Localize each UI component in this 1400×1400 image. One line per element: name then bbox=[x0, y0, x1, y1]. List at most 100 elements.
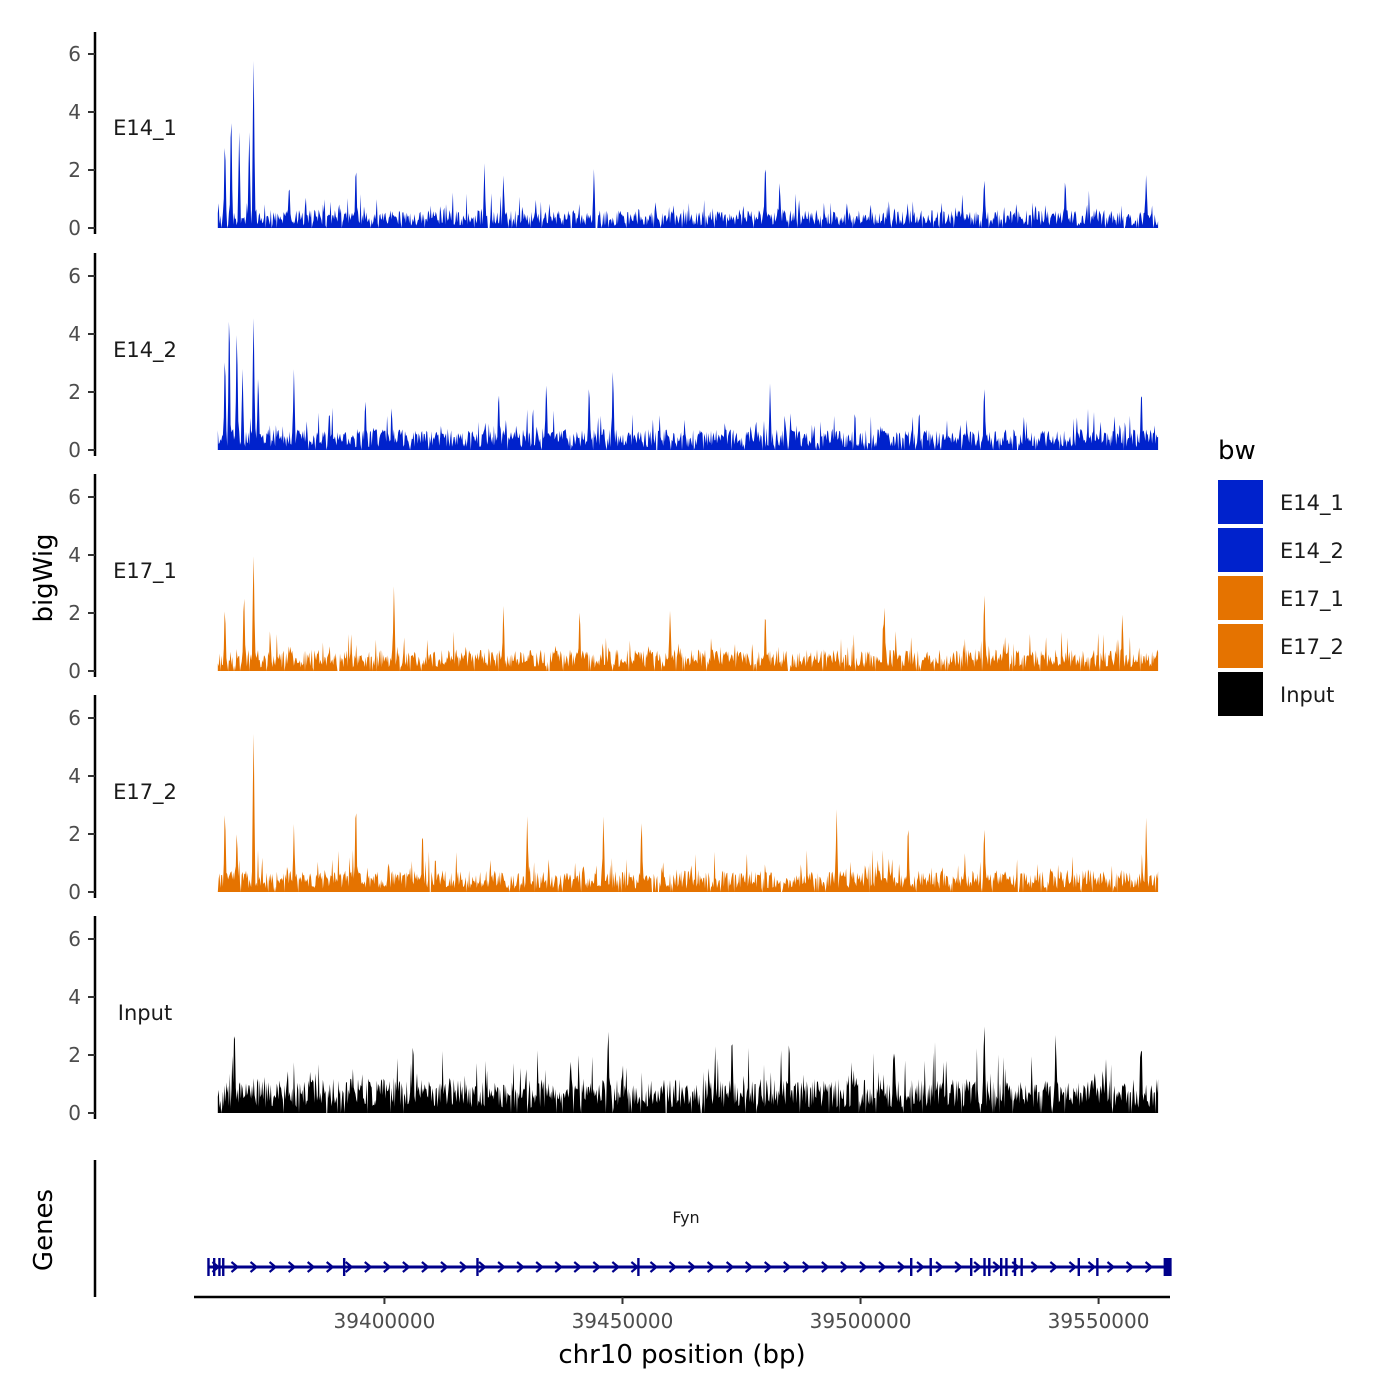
exon bbox=[1013, 1258, 1017, 1276]
x-tick-label: 39500000 bbox=[810, 1309, 912, 1333]
legend-key bbox=[1218, 576, 1263, 620]
y-tick-label: 2 bbox=[68, 1043, 81, 1067]
strand-arrow bbox=[725, 1261, 735, 1273]
legend-label: E17_1 bbox=[1280, 587, 1344, 612]
strand-arrow bbox=[249, 1261, 259, 1273]
y-tick-label: 4 bbox=[68, 322, 81, 346]
strand-arrow bbox=[763, 1261, 773, 1273]
x-tick-label: 39400000 bbox=[334, 1309, 436, 1333]
y-tick-label: 4 bbox=[68, 985, 81, 1009]
exon bbox=[983, 1258, 986, 1276]
legend-label: E14_1 bbox=[1280, 491, 1344, 516]
y-tick-label: 2 bbox=[68, 380, 81, 404]
strand-arrow bbox=[1049, 1261, 1059, 1273]
strand-arrow bbox=[687, 1261, 697, 1273]
genes-axis-title: Genes bbox=[29, 1189, 59, 1271]
y-tick-label: 0 bbox=[68, 216, 81, 240]
strand-arrow bbox=[783, 1261, 792, 1273]
strand-arrow bbox=[592, 1261, 602, 1273]
track-label: Input bbox=[118, 1001, 172, 1025]
legend-label: Input bbox=[1280, 683, 1334, 707]
signal-area bbox=[217, 1026, 1159, 1113]
strand-arrow bbox=[287, 1261, 297, 1273]
y-tick-label: 6 bbox=[68, 264, 81, 288]
y-tick-label: 0 bbox=[68, 1101, 81, 1125]
strand-arrow bbox=[916, 1261, 925, 1273]
strand-arrow bbox=[306, 1261, 316, 1273]
legend-key bbox=[1218, 480, 1263, 524]
exon bbox=[969, 1258, 973, 1276]
x-tick-label: 39450000 bbox=[572, 1309, 674, 1333]
strand-arrow bbox=[440, 1261, 449, 1273]
strand-arrow bbox=[516, 1261, 525, 1273]
y-tick-label: 6 bbox=[68, 42, 81, 66]
track-e17-2: 0 2 4 6 E17_2 bbox=[68, 695, 1159, 904]
exon bbox=[476, 1258, 479, 1276]
strand-arrow bbox=[878, 1261, 887, 1273]
exon bbox=[342, 1258, 346, 1276]
track-e14-1: 0 2 4 6 E14_1 bbox=[68, 32, 1159, 240]
strand-arrow bbox=[535, 1261, 544, 1273]
strand-arrow bbox=[1144, 1261, 1154, 1273]
signal-area bbox=[217, 556, 1159, 671]
strand-arrow bbox=[611, 1261, 621, 1273]
y-tick-label: 4 bbox=[68, 543, 81, 567]
y-tick-label: 0 bbox=[68, 880, 81, 904]
strand-arrow bbox=[744, 1261, 754, 1273]
y-tick-label: 4 bbox=[68, 764, 81, 788]
strand-arrow bbox=[840, 1261, 849, 1273]
strand-arrow bbox=[345, 1261, 354, 1273]
exon bbox=[1096, 1258, 1099, 1276]
legend-key bbox=[1218, 672, 1263, 716]
track-e17-1: 0 2 4 6 E17_1 bbox=[68, 474, 1159, 683]
y-tick-label: 2 bbox=[68, 601, 81, 625]
strand-arrow bbox=[897, 1261, 906, 1273]
y-tick-label: 2 bbox=[68, 158, 81, 182]
strand-arrow bbox=[1030, 1261, 1040, 1273]
strand-arrow bbox=[935, 1261, 944, 1273]
legend-title: bw bbox=[1218, 436, 1256, 466]
signal-area bbox=[217, 733, 1159, 892]
track-input: 0 2 4 6 Input bbox=[68, 916, 1159, 1125]
strand-arrow bbox=[706, 1261, 716, 1273]
exon bbox=[1020, 1258, 1023, 1276]
legend: bw E14_1 E14_2 E17_1 E17_2 Input bbox=[1218, 436, 1344, 716]
strand-arrow bbox=[859, 1261, 868, 1273]
strand-arrow bbox=[821, 1261, 830, 1273]
gene-track: Fyn bbox=[93, 1160, 1172, 1297]
y-tick-label: 6 bbox=[68, 927, 81, 951]
exon bbox=[910, 1258, 913, 1276]
x-tick-label: 39550000 bbox=[1048, 1309, 1150, 1333]
strand-arrow bbox=[973, 1261, 982, 1273]
exon bbox=[988, 1258, 991, 1276]
y-tick-label: 0 bbox=[68, 438, 81, 462]
exon bbox=[929, 1258, 932, 1276]
track-e14-2: 0 2 4 6 E14_2 bbox=[68, 253, 1159, 462]
strand-arrow bbox=[573, 1261, 582, 1273]
exon bbox=[1005, 1258, 1008, 1276]
strand-arrow bbox=[1106, 1261, 1116, 1273]
signal-tracks: 0 2 4 6 E14_1 0 2 4 6 E14_2 0 2 4 6 E17_1 0 2 4 6 E17_2 0 2 4 6… bbox=[68, 32, 1159, 1125]
strand-arrow bbox=[325, 1261, 335, 1273]
strand-arrow bbox=[992, 1261, 1001, 1273]
signal-area bbox=[217, 61, 1159, 228]
strand-arrow bbox=[478, 1261, 487, 1273]
y-tick-label: 4 bbox=[68, 100, 81, 124]
y-axis-title: bigWig bbox=[29, 533, 59, 622]
strand-arrow bbox=[459, 1261, 468, 1273]
track-label: E17_2 bbox=[113, 780, 177, 805]
strand-arrow bbox=[954, 1261, 963, 1273]
strand-arrow bbox=[649, 1261, 659, 1273]
track-label: E14_1 bbox=[113, 116, 177, 141]
y-tick-label: 6 bbox=[68, 706, 81, 730]
strand-arrow bbox=[497, 1261, 506, 1273]
track-label: E17_1 bbox=[113, 559, 177, 584]
signal-area bbox=[217, 318, 1159, 450]
exon bbox=[218, 1258, 221, 1276]
strand-arrow bbox=[1125, 1261, 1135, 1273]
strand-arrow bbox=[1087, 1261, 1097, 1273]
x-axis: 39400000 39450000 39500000 39550000 bbox=[194, 1295, 1170, 1333]
strand-arrow bbox=[268, 1261, 278, 1273]
strand-arrow bbox=[554, 1261, 563, 1273]
